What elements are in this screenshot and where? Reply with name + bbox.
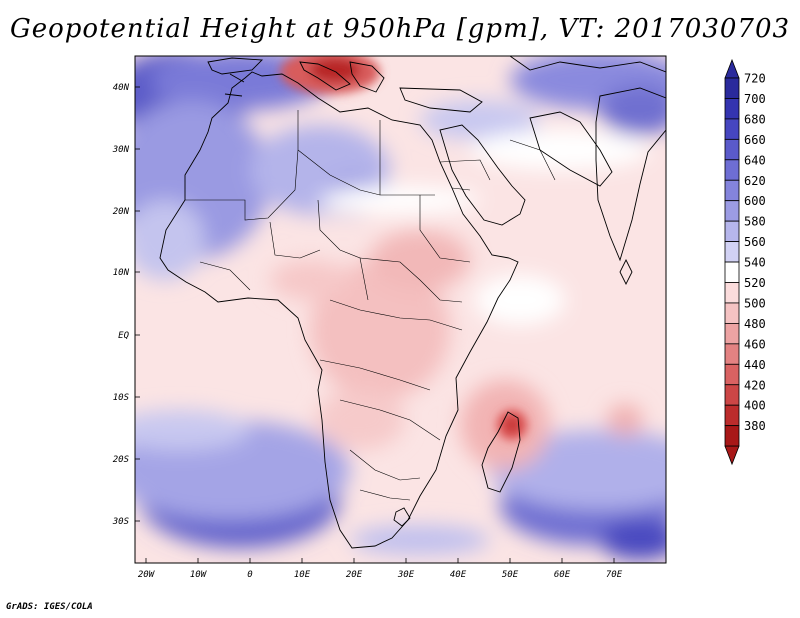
colorbar-label: 520 — [744, 276, 766, 290]
colorbar-label: 640 — [744, 153, 766, 167]
lon-label-60e: 60E — [554, 570, 571, 580]
colorbar-label: 620 — [744, 174, 766, 188]
lon-label-20e: 20E — [346, 570, 363, 580]
colorbar-swatch — [724, 261, 740, 283]
colorbar-upper-arrow — [724, 58, 740, 79]
colorbar-label: 480 — [744, 317, 766, 331]
colorbar-swatch — [724, 282, 740, 304]
colorbar-swatch — [724, 118, 740, 140]
colorbar-swatch — [724, 384, 740, 406]
lat-label-10n: 10N — [113, 268, 130, 278]
colorbar-swatch — [724, 138, 740, 161]
colorbar-label: 560 — [744, 235, 766, 249]
colorbar-swatch — [724, 363, 740, 386]
lon-label-40e: 40E — [450, 570, 467, 580]
colorbar-swatch — [724, 241, 740, 263]
lon-label-50e: 50E — [502, 570, 519, 580]
colorbar-swatch — [724, 98, 740, 120]
lat-label-eq: EQ — [118, 331, 129, 341]
colorbar-swatch — [724, 220, 740, 242]
colorbar-swatch — [724, 302, 740, 324]
lat-ticks — [135, 86, 140, 522]
colorbar-label: 460 — [744, 337, 766, 351]
colorbar-swatch — [724, 200, 740, 222]
lon-axis: 20W 10W 0 10E 20E 30E 40E 50E 60E 70E — [138, 570, 623, 580]
lon-ticks — [145, 558, 615, 563]
colorbar-swatch — [724, 404, 740, 427]
colorbar-swatch — [724, 77, 740, 99]
colorbar-label: 500 — [744, 296, 766, 310]
lat-label-20n: 20N — [113, 207, 130, 217]
colorbar-label: 600 — [744, 194, 766, 208]
colorbar-label: 380 — [744, 419, 766, 433]
country-borders — [185, 110, 556, 501]
colorbar-label: 540 — [744, 256, 766, 270]
colorbar: 720 700 680 660 640 620 600 580 560 540 520 500 480 4… — [724, 58, 766, 466]
lat-label-30s: 30S — [112, 517, 130, 527]
colorbar-label: 420 — [744, 378, 766, 392]
colorbar-label: 700 — [744, 92, 766, 106]
colorbar-label: 720 — [744, 72, 766, 86]
height-field — [135, 56, 666, 563]
credit-text: GrADS: IGES/COLA — [6, 602, 93, 612]
colorbar-swatch — [724, 343, 740, 365]
colorbar-label: 400 — [744, 399, 766, 413]
colorbar-label: 680 — [744, 112, 766, 126]
coastlines — [159, 56, 666, 549]
lat-label-20s: 20S — [113, 455, 130, 465]
colorbar-swatch — [724, 159, 740, 181]
lon-label-10w: 10W — [190, 570, 208, 580]
lat-label-10s: 10S — [113, 393, 130, 403]
colorbar-label: 580 — [744, 215, 766, 229]
lon-label-30e: 30E — [397, 570, 415, 580]
lat-label-40n: 40N — [113, 83, 130, 93]
plot-frame — [134, 55, 667, 564]
colorbar-swatch — [724, 425, 740, 447]
colorbar-label: 660 — [744, 133, 766, 147]
lon-label-70e: 70E — [606, 570, 623, 580]
map-title: Geopotential Height at 950hPa [gpm], VT:… — [9, 14, 791, 44]
lon-label-10e: 10E — [294, 570, 311, 580]
colorbar-lower-arrow — [724, 445, 740, 466]
lat-axis: 40N 30N 20N 10N EQ 10S 20S 30S — [112, 83, 130, 527]
colorbar-label: 440 — [744, 358, 766, 372]
lon-label-20w: 20W — [138, 570, 156, 580]
colorbar-swatch — [724, 179, 740, 202]
colorbar-swatch — [724, 322, 740, 345]
lat-label-30n: 30N — [112, 145, 130, 155]
lon-label-0: 0 — [247, 570, 252, 580]
